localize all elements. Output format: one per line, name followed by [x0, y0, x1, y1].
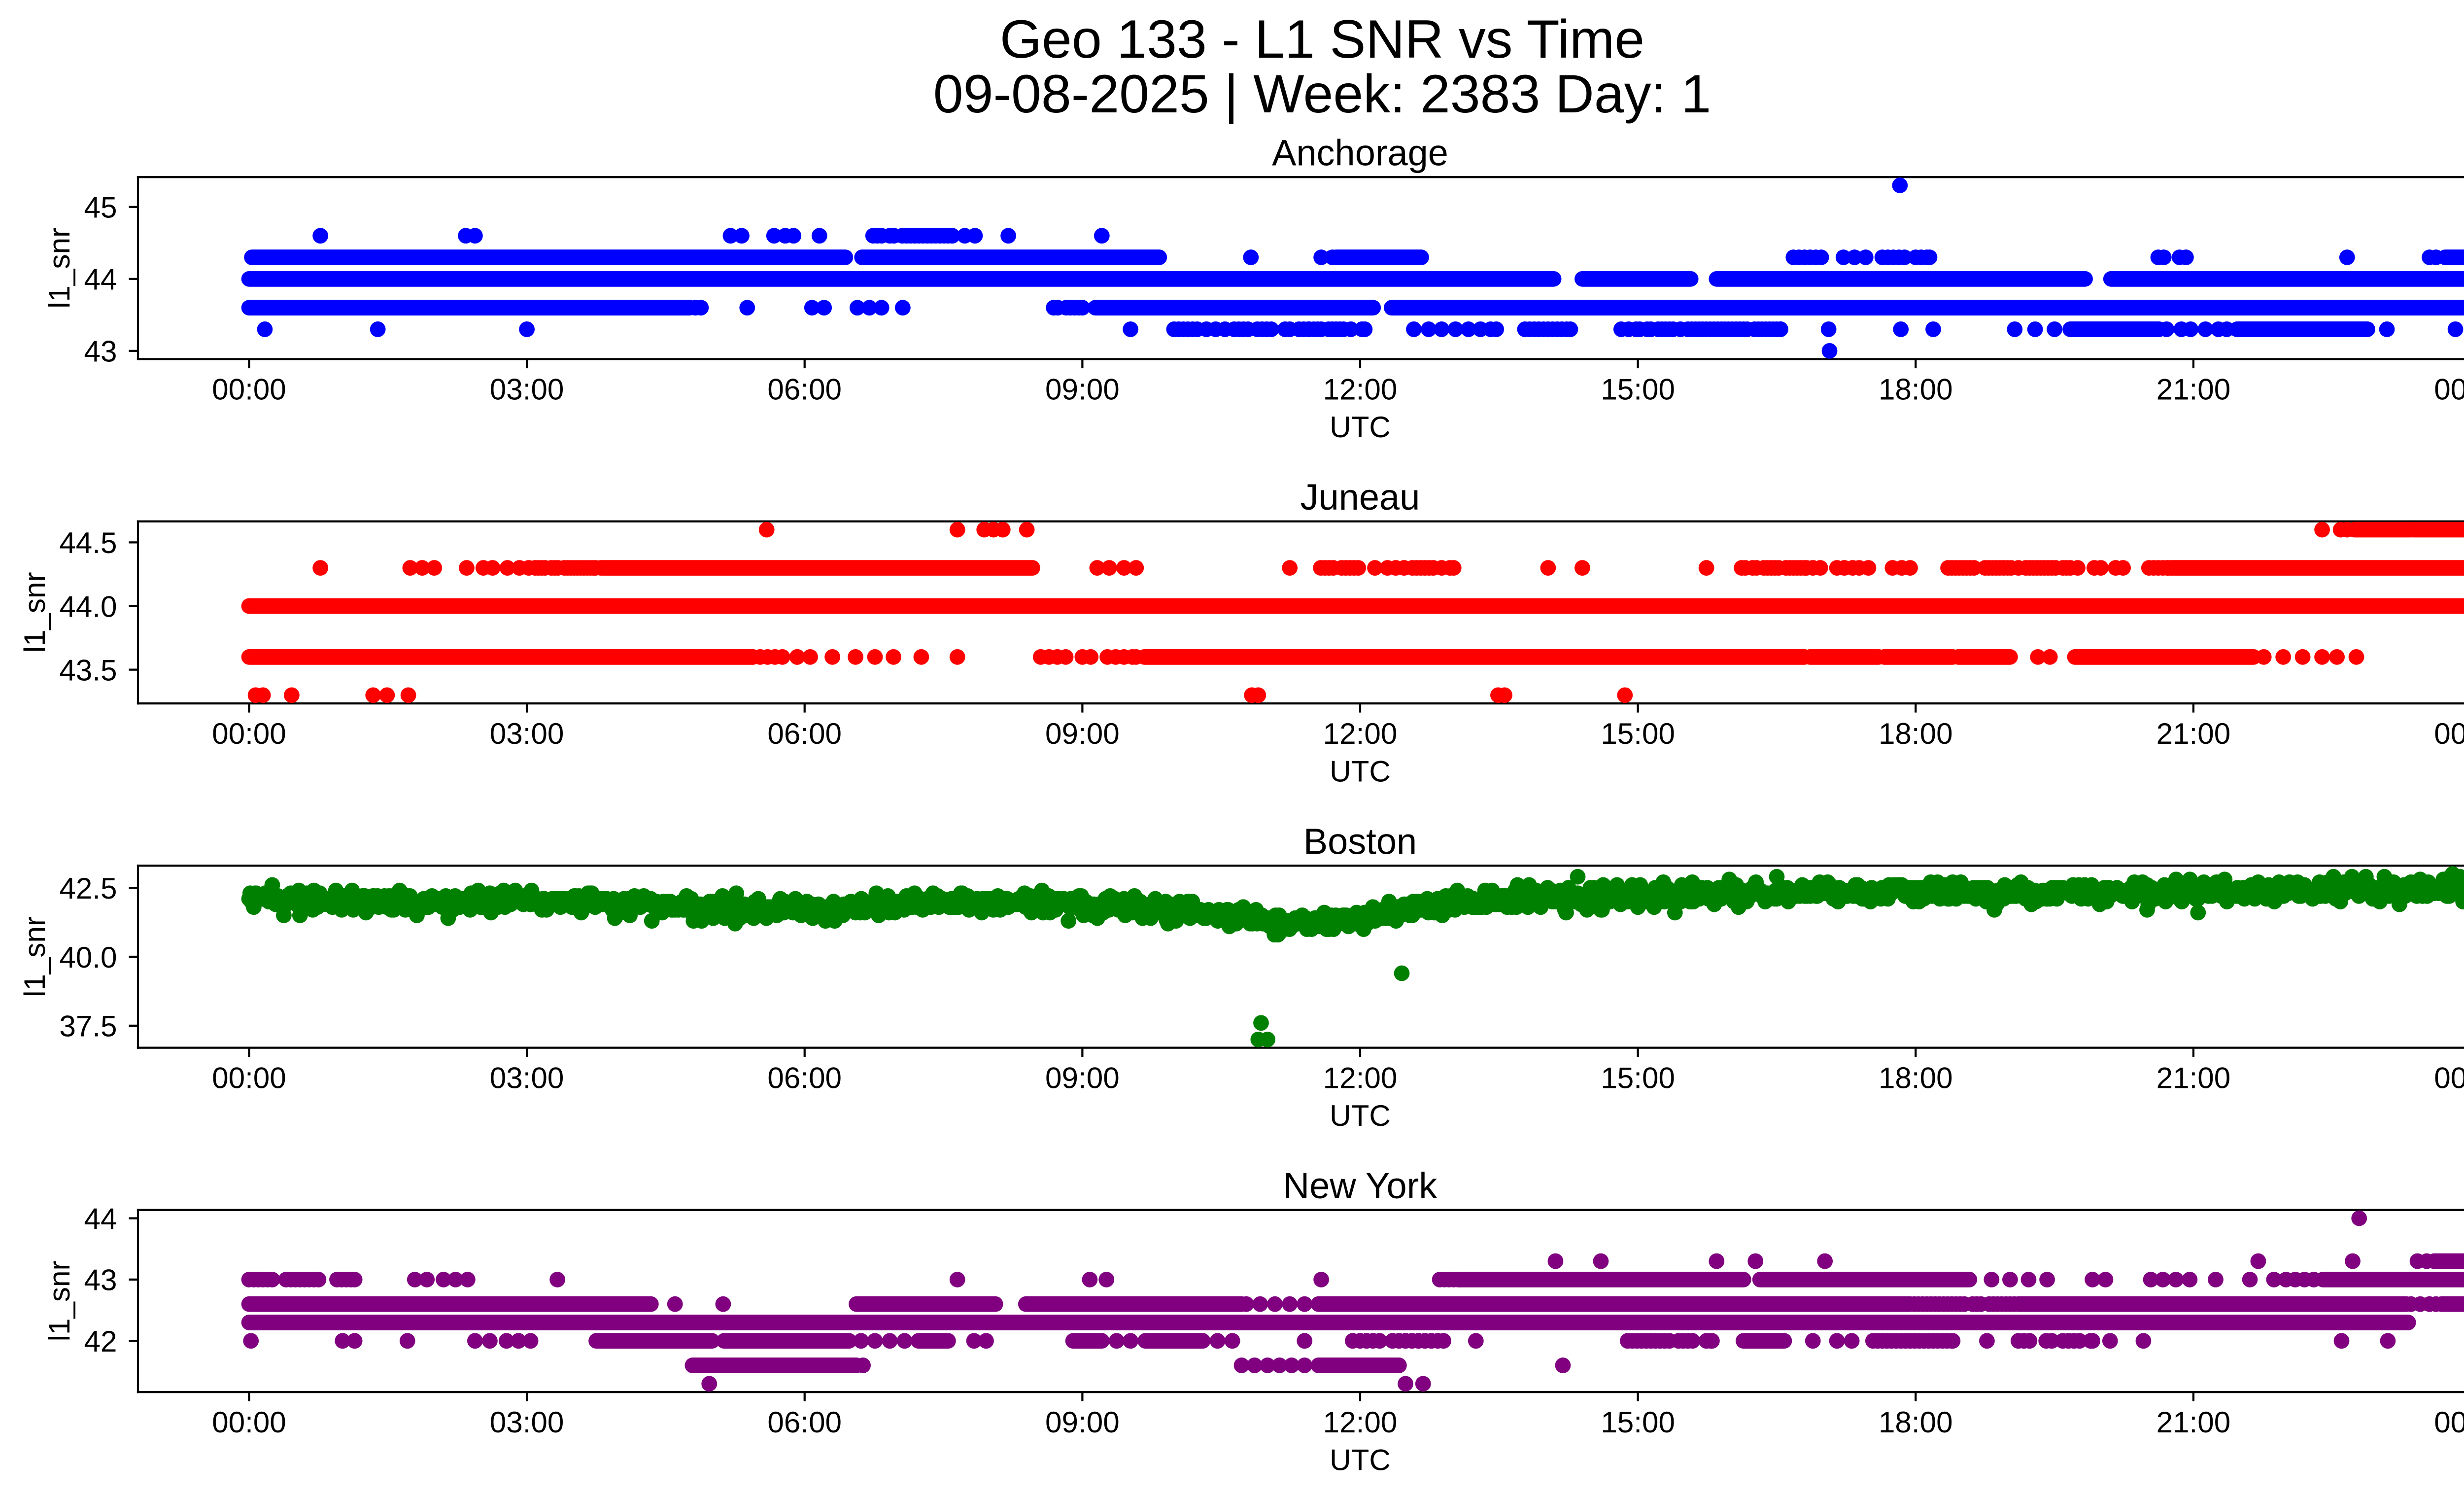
- svg-text:00:00: 00:00: [212, 1406, 286, 1439]
- svg-text:44.0: 44.0: [59, 590, 117, 623]
- svg-text:00:00: 00:00: [212, 717, 286, 750]
- svg-text:15:00: 15:00: [1601, 373, 1675, 406]
- svg-text:15:00: 15:00: [1601, 1062, 1675, 1095]
- svg-text:03:00: 03:00: [490, 717, 564, 750]
- svg-text:06:00: 06:00: [767, 1406, 842, 1439]
- svg-text:43: 43: [84, 335, 117, 368]
- svg-text:06:00: 06:00: [767, 1062, 842, 1095]
- svg-text:00:00: 00:00: [212, 373, 286, 406]
- svg-text:Geo 133 - L1 SNR vs Time: Geo 133 - L1 SNR vs Time: [1000, 9, 1644, 70]
- svg-text:06:00: 06:00: [767, 373, 842, 406]
- svg-text:12:00: 12:00: [1323, 1062, 1398, 1095]
- svg-text:15:00: 15:00: [1601, 717, 1675, 750]
- svg-text:37.5: 37.5: [59, 1010, 117, 1043]
- svg-text:44: 44: [84, 1202, 117, 1235]
- svg-text:12:00: 12:00: [1323, 717, 1398, 750]
- svg-text:Anchorage: Anchorage: [1272, 133, 1448, 174]
- svg-text:45: 45: [84, 191, 117, 224]
- svg-text:09-08-2025 | Week: 2383 Day: 1: 09-08-2025 | Week: 2383 Day: 1: [933, 64, 1711, 124]
- svg-text:18:00: 18:00: [1879, 1406, 1953, 1439]
- svg-text:43: 43: [84, 1264, 117, 1297]
- svg-text:UTC: UTC: [1330, 411, 1391, 444]
- svg-text:21:00: 21:00: [2156, 373, 2231, 406]
- svg-text:03:00: 03:00: [490, 1062, 564, 1095]
- svg-text:00:00: 00:00: [2434, 1062, 2464, 1095]
- svg-text:l1_snr: l1_snr: [18, 572, 51, 653]
- svg-text:New York: New York: [1283, 1165, 1438, 1206]
- svg-text:40.0: 40.0: [59, 941, 117, 974]
- svg-text:12:00: 12:00: [1323, 1406, 1398, 1439]
- svg-text:00:00: 00:00: [2434, 717, 2464, 750]
- svg-text:09:00: 09:00: [1045, 1406, 1120, 1439]
- svg-text:18:00: 18:00: [1879, 717, 1953, 750]
- svg-text:21:00: 21:00: [2156, 717, 2231, 750]
- svg-text:18:00: 18:00: [1879, 373, 1953, 406]
- svg-text:21:00: 21:00: [2156, 1406, 2231, 1439]
- svg-text:Boston: Boston: [1303, 821, 1417, 862]
- svg-text:18:00: 18:00: [1879, 1062, 1953, 1095]
- svg-text:l1_snr: l1_snr: [43, 228, 76, 309]
- svg-text:44: 44: [84, 263, 117, 296]
- svg-text:UTC: UTC: [1330, 1443, 1391, 1476]
- svg-text:Juneau: Juneau: [1300, 477, 1420, 518]
- svg-text:UTC: UTC: [1330, 755, 1391, 788]
- svg-text:12:00: 12:00: [1323, 373, 1398, 406]
- svg-text:00:00: 00:00: [2434, 1406, 2464, 1439]
- svg-text:15:00: 15:00: [1601, 1406, 1675, 1439]
- svg-text:UTC: UTC: [1330, 1099, 1391, 1132]
- svg-text:09:00: 09:00: [1045, 717, 1120, 750]
- svg-text:21:00: 21:00: [2156, 1062, 2231, 1095]
- svg-text:43.5: 43.5: [59, 654, 117, 687]
- svg-text:03:00: 03:00: [490, 373, 564, 406]
- svg-text:l1_snr: l1_snr: [18, 916, 51, 997]
- svg-text:03:00: 03:00: [490, 1406, 564, 1439]
- svg-text:44.5: 44.5: [59, 526, 117, 559]
- svg-text:00:00: 00:00: [2434, 373, 2464, 406]
- svg-text:42: 42: [84, 1325, 117, 1358]
- svg-text:l1_snr: l1_snr: [43, 1260, 76, 1341]
- svg-text:06:00: 06:00: [767, 717, 842, 750]
- svg-text:09:00: 09:00: [1045, 1062, 1120, 1095]
- svg-text:42.5: 42.5: [59, 872, 117, 905]
- svg-text:09:00: 09:00: [1045, 373, 1120, 406]
- svg-text:00:00: 00:00: [212, 1062, 286, 1095]
